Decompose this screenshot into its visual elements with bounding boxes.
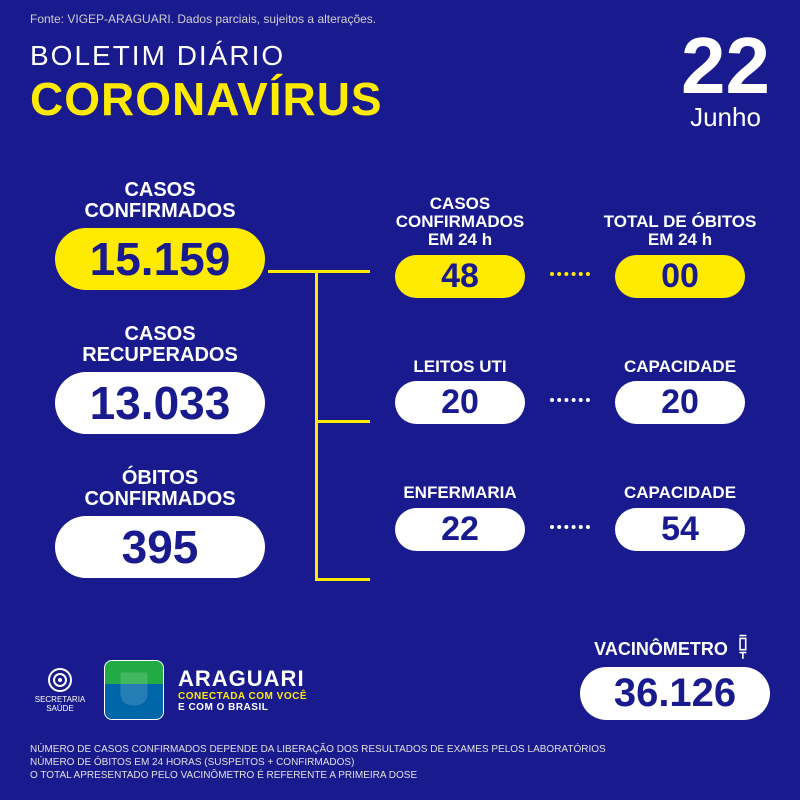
label-text: ENFERMARIA (403, 483, 516, 502)
connector-dots (550, 272, 590, 276)
label-text: CONFIRMADOS (84, 488, 235, 510)
crest-icon (119, 671, 149, 707)
footnote-line: NÚMERO DE CASOS CONFIRMADOS DEPENDE DA L… (30, 743, 606, 756)
date-day: 22 (681, 30, 770, 102)
source-note: Fonte: VIGEP-ARAGUARI. Dados parciais, s… (30, 12, 376, 26)
label-text: CASOS CONFIRMADOS (396, 194, 524, 231)
target-icon (47, 667, 73, 693)
label-text: CASOS (124, 179, 195, 201)
pair-value: 22 (395, 508, 525, 551)
stat-confirmed: CASOS CONFIRMADOS 15.159 (30, 180, 290, 290)
date-block: 22 Junho (681, 30, 770, 133)
connector-line (315, 270, 370, 273)
pair-value: 20 (395, 381, 525, 424)
city-crest (104, 660, 164, 720)
connector-line (315, 420, 370, 423)
pair-label: TOTAL DE ÓBITOS EM 24 h (590, 213, 770, 249)
pair-label: CAPACIDADE (590, 484, 770, 502)
slogan-line1: CONECTADA COM VOCÊ (178, 691, 307, 702)
stat-deaths-label: ÓBITOS CONFIRMADOS (30, 468, 290, 510)
footnotes: NÚMERO DE CASOS CONFIRMADOS DEPENDE DA L… (30, 743, 606, 782)
label-text: CAPACIDADE (624, 357, 736, 376)
secretaria-label: SECRETARIA (35, 695, 86, 704)
left-column: CASOS CONFIRMADOS 15.159 CASOS RECUPERAD… (30, 180, 290, 612)
branding: SECRETARIA SAÚDE ARAGUARI CONECTADA COM … (30, 660, 307, 720)
connector-dots (550, 525, 590, 529)
pair-row-enfermaria: ENFERMARIA 22 CAPACIDADE 54 (370, 484, 770, 551)
footnote-line: NÚMERO DE ÓBITOS EM 24 HORAS (SUSPEITOS … (30, 756, 606, 769)
pair-row-uti: LEITOS UTI 20 CAPACIDADE 20 (370, 358, 770, 425)
pair-row-24h: CASOS CONFIRMADOS EM 24 h 48 TOTAL DE ÓB… (370, 195, 770, 298)
label-text: TOTAL DE ÓBITOS (604, 212, 757, 231)
syringe-icon (727, 631, 762, 666)
label-text: CONFIRMADOS (84, 200, 235, 222)
stat-recovered: CASOS RECUPERADOS 13.033 (30, 324, 290, 434)
pair-value: 00 (615, 255, 745, 298)
label-text: ÓBITOS (122, 467, 198, 489)
pair-label: LEITOS UTI (370, 358, 550, 376)
pair-value: 20 (615, 381, 745, 424)
stat-recovered-value: 13.033 (55, 372, 265, 434)
header: BOLETIM DIÁRIO CORONAVÍRUS (30, 40, 383, 126)
connector-line (315, 578, 370, 581)
stat-recovered-label: CASOS RECUPERADOS (30, 324, 290, 366)
pair-label: CAPACIDADE (590, 358, 770, 376)
vacinometro-value: 36.126 (580, 667, 770, 720)
secretaria-sub: SAÚDE (46, 704, 74, 713)
vacinometro-label-text: VACINÔMETRO (594, 639, 728, 660)
pair-label: ENFERMARIA (370, 484, 550, 502)
label-text: RECUPERADOS (82, 344, 238, 366)
connector-line (315, 270, 318, 580)
secretaria-logo: SECRETARIA SAÚDE (30, 660, 90, 720)
header-line1: BOLETIM DIÁRIO (30, 40, 383, 72)
pair-value: 54 (615, 508, 745, 551)
pair-label: CASOS CONFIRMADOS EM 24 h (370, 195, 550, 249)
stat-deaths-value: 395 (55, 516, 265, 578)
label-text: CASOS (124, 323, 195, 345)
label-text: EM 24 h (648, 230, 712, 249)
right-column: CASOS CONFIRMADOS EM 24 h 48 TOTAL DE ÓB… (370, 195, 770, 611)
label-text: CAPACIDADE (624, 483, 736, 502)
vacinometro-label: VACINÔMETRO (580, 635, 770, 663)
brand-text: ARAGUARI CONECTADA COM VOCÊ E COM O BRAS… (178, 667, 307, 713)
date-month: Junho (681, 102, 770, 133)
pair-cell: LEITOS UTI 20 (370, 358, 550, 425)
footnote-line: O TOTAL APRESENTADO PELO VACINÔMETRO É R… (30, 769, 606, 782)
pair-cell: ENFERMARIA 22 (370, 484, 550, 551)
connector-dots (550, 398, 590, 402)
label-text: LEITOS UTI (413, 357, 506, 376)
slogan-line2: E COM O BRASIL (178, 702, 307, 713)
stat-confirmed-label: CASOS CONFIRMADOS (30, 180, 290, 222)
header-line2: CORONAVÍRUS (30, 72, 383, 126)
label-text: EM 24 h (428, 230, 492, 249)
stat-deaths: ÓBITOS CONFIRMADOS 395 (30, 468, 290, 578)
pair-cell: CAPACIDADE 20 (590, 358, 770, 425)
stat-confirmed-value: 15.159 (55, 228, 265, 290)
pair-cell: CAPACIDADE 54 (590, 484, 770, 551)
city-name: ARAGUARI (178, 667, 307, 691)
pair-value: 48 (395, 255, 525, 298)
pair-cell: TOTAL DE ÓBITOS EM 24 h 00 (590, 213, 770, 298)
pair-cell: CASOS CONFIRMADOS EM 24 h 48 (370, 195, 550, 298)
vacinometro: VACINÔMETRO 36.126 (580, 635, 770, 720)
